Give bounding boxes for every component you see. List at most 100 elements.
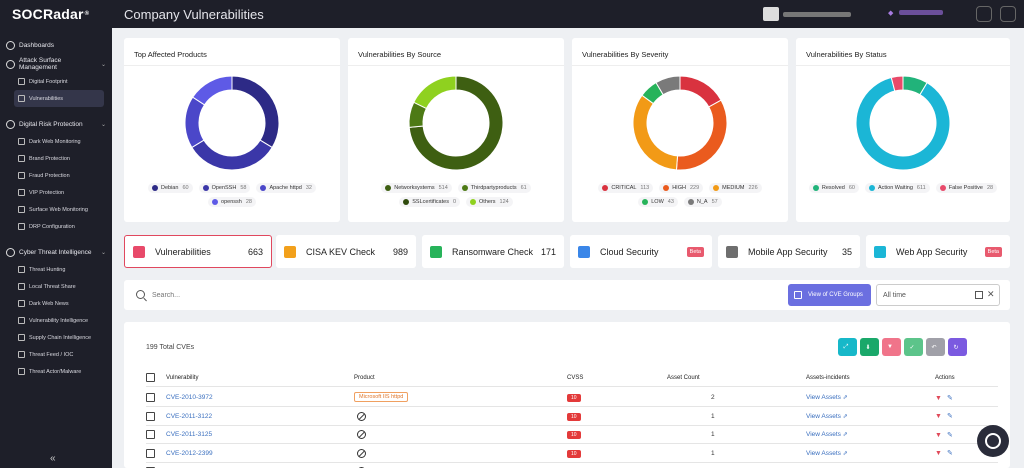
slice-apache-httpd[interactable] (184, 96, 206, 149)
slice-networksystems[interactable] (408, 75, 504, 171)
legend-item-resolved[interactable]: Resolved 60 (808, 183, 859, 193)
sidebar-item-threat-actor-malware[interactable]: Threat Actor/Malware (14, 363, 104, 380)
legend-item-high[interactable]: HIGH 229 (659, 183, 704, 193)
select-all-checkbox[interactable] (146, 373, 155, 382)
edit-icon[interactable]: ✎ (946, 394, 953, 402)
legend-item-low[interactable]: LOW 43 (638, 197, 678, 207)
search-input[interactable] (152, 288, 652, 302)
legend-item-thirdpartyproducts[interactable]: Thirdpartyproducts 61 (457, 183, 531, 193)
sidebar-item-digital-footprint[interactable]: Digital Footprint (14, 73, 104, 90)
view-assets-link[interactable]: View Assets ⇗ (806, 412, 848, 420)
column-header-product[interactable]: Product (354, 374, 375, 381)
row-checkbox[interactable] (146, 430, 155, 439)
cve-link[interactable]: CVE-2011-3125 (166, 431, 213, 438)
sidebar-item-local-threat-share[interactable]: Local Threat Share (14, 278, 104, 295)
row-checkbox[interactable] (146, 393, 155, 402)
legend-item-critical[interactable]: CRITICAL 113 (598, 183, 654, 193)
help-button[interactable] (977, 425, 1009, 457)
collapse-sidebar-icon[interactable]: « (50, 453, 56, 464)
legend-item-debian[interactable]: Debian 60 (148, 183, 193, 193)
view-cve-groups-button[interactable]: View of CVE Groups (788, 284, 871, 306)
sidebar-item-vulnerabilities[interactable]: Vulnerabilities (14, 90, 104, 107)
calendar-icon[interactable] (975, 291, 983, 299)
sidebar-item-supply-chain-intelligence[interactable]: Supply Chain Intelligence (14, 329, 104, 346)
column-header-actions[interactable]: Actions (935, 374, 955, 381)
sidebar-item-dark-web-news[interactable]: Dark Web News (14, 295, 104, 312)
sidebar-item-surface-web-monitoring[interactable]: Surface Web Monitoring (14, 201, 104, 218)
sidebar-item-brand-protection[interactable]: Brand Protection (14, 150, 104, 167)
sidebar-item-drp-configuration[interactable]: DRP Configuration (14, 218, 104, 235)
sidebar-section-dashboards[interactable]: Dashboards (0, 37, 112, 53)
column-header-assets-incidents[interactable]: Assets-incidents (806, 374, 850, 381)
view-assets-link[interactable]: View Assets ⇗ (806, 431, 848, 438)
legend-item-n-a[interactable]: N_A 57 (683, 197, 722, 207)
organization-selector[interactable]: ◆ (888, 9, 943, 17)
edit-icon[interactable]: ✎ (946, 450, 953, 457)
sidebar-item-fraud-protection[interactable]: Fraud Protection (14, 167, 104, 184)
legend-item-apache-httpd[interactable]: Apache httpd 32 (256, 183, 316, 193)
dislike-button[interactable]: ▼ (882, 338, 901, 356)
view-assets-link[interactable]: View Assets ⇗ (806, 449, 848, 457)
legend-item-false-positive[interactable]: False Positive 28 (935, 183, 998, 193)
sidebar-section-attack-surface-management[interactable]: Attack Surface Management ⌄ (0, 56, 112, 72)
edit-icon[interactable]: ✎ (946, 413, 953, 420)
notification-icon[interactable] (976, 6, 992, 22)
slice-critical[interactable] (679, 75, 722, 108)
download-button[interactable]: ⬇ (860, 338, 879, 356)
cve-link[interactable]: CVE-2011-3122 (166, 412, 213, 420)
sidebar-item-threat-hunting[interactable]: Threat Hunting (14, 261, 104, 278)
logo[interactable]: SOCRadar ® (12, 6, 90, 22)
slice-action-waiting[interactable] (855, 76, 951, 171)
check-button[interactable]: ✓ (904, 338, 923, 356)
tab-mobile-app-security[interactable]: Mobile App Security 35 (718, 235, 860, 268)
dislike-icon[interactable]: ▼ (935, 413, 942, 420)
edit-icon[interactable]: ✎ (946, 431, 953, 439)
legend-swatch (663, 185, 670, 191)
sidebar-section-cyber-threat-intelligence[interactable]: Cyber Threat Intelligence ⌄ (0, 244, 112, 260)
dislike-icon[interactable]: ▼ (935, 394, 942, 402)
clear-date-icon[interactable]: ✕ (987, 289, 995, 299)
row-checkbox[interactable] (146, 411, 155, 421)
sidebar-item-threat-feed-ioc[interactable]: Threat Feed / IOC (14, 346, 104, 363)
tab-ransomware-check[interactable]: Ransomware Check 171 (422, 235, 564, 268)
cve-link[interactable]: CVE-2012-2399 (166, 449, 213, 457)
slice-openssh[interactable] (192, 75, 233, 106)
tab-cloud-security[interactable]: Cloud Security Beta (570, 235, 712, 268)
column-header-cvss[interactable]: CVSS (567, 374, 584, 381)
sidebar-section-digital-risk-protection[interactable]: Digital Risk Protection ⌄ (0, 116, 112, 132)
slice-high[interactable] (675, 99, 728, 171)
settings-icon[interactable] (1000, 6, 1016, 22)
legend-item-openssh[interactable]: openssh 28 (208, 197, 256, 207)
legend-item-openssh[interactable]: OpenSSH 58 (198, 183, 251, 193)
tab-cisa-kev-check[interactable]: CISA KEV Check 989 (276, 235, 416, 268)
view-assets-link[interactable]: View Assets ⇗ (806, 394, 848, 401)
legend-item-action-waiting[interactable]: Action Waiting 611 (864, 183, 930, 193)
legend-item-networksystems[interactable]: Networksystems 514 (381, 183, 452, 193)
date-range-picker[interactable]: All time ✕ (876, 284, 1000, 306)
slice-debian[interactable] (231, 75, 280, 149)
expand-button[interactable]: ⤢ (838, 338, 857, 356)
legend-item-sslcertificates[interactable]: SSLcertificates 0 (399, 197, 461, 207)
row-checkbox[interactable] (146, 448, 155, 458)
slice-n-a[interactable] (655, 75, 681, 96)
sidebar-item-vulnerability-intelligence[interactable]: Vulnerability Intelligence (14, 312, 104, 329)
user-menu[interactable] (763, 6, 859, 22)
legend-item-others[interactable]: Others 124 (466, 197, 513, 207)
product-tag[interactable]: Microsoft IIS httpd (354, 392, 409, 402)
sidebar-item-dark-web-monitoring[interactable]: Dark Web Monitoring (14, 133, 104, 150)
slice-false-positive[interactable] (890, 75, 904, 92)
slice-openssh[interactable] (191, 139, 273, 171)
slice-others[interactable] (413, 75, 457, 110)
sidebar-item-vip-protection[interactable]: VIP Protection (14, 184, 104, 201)
dislike-icon[interactable]: ▼ (935, 431, 942, 439)
tab-vulnerabilities[interactable]: Vulnerabilities 663 (124, 235, 272, 268)
undo-button[interactable]: ↶ (926, 338, 945, 356)
legend-item-medium[interactable]: MEDIUM 226 (709, 183, 762, 193)
column-header-vulnerability[interactable]: Vulnerability (166, 374, 199, 381)
refresh-button[interactable]: ↻ (948, 338, 967, 356)
dislike-icon[interactable]: ▼ (935, 450, 942, 457)
slice-medium[interactable] (632, 94, 679, 171)
column-header-asset-count[interactable]: Asset Count (667, 374, 700, 381)
cve-link[interactable]: CVE-2010-3972 (166, 394, 213, 401)
tab-web-app-security[interactable]: Web App Security Beta (866, 235, 1010, 268)
